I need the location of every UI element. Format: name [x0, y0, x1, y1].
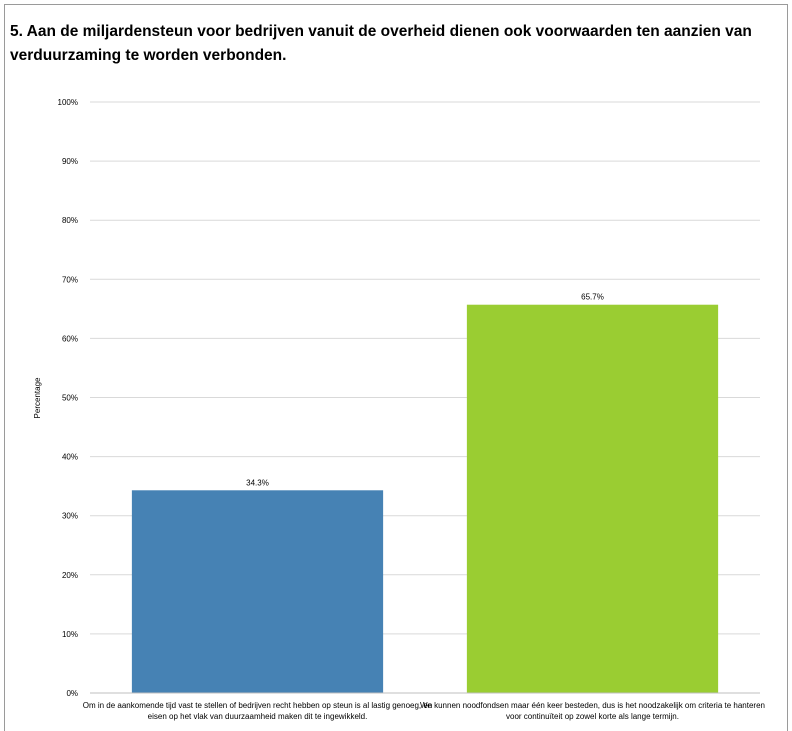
bars: [131, 304, 719, 693]
y-tick-label: 30%: [62, 512, 78, 521]
x-tick-label: We kunnen noodfondsen maar één keer best…: [420, 701, 765, 721]
y-tick-label: 0%: [66, 689, 78, 698]
y-tick-label: 20%: [62, 571, 78, 580]
bar: [466, 304, 719, 693]
y-tick-label: 10%: [62, 630, 78, 639]
bar: [131, 490, 384, 693]
y-tick-label: 50%: [62, 394, 78, 403]
y-tick-label: 60%: [62, 334, 78, 343]
y-tick-label: 70%: [62, 275, 78, 284]
y-tick-label: 90%: [62, 157, 78, 166]
x-tick-label: Om in de aankomende tijd vast te stellen…: [82, 701, 433, 721]
data-labels: 34.3% 65.7%: [246, 293, 604, 488]
y-axis-ticks: 0% 10% 20% 30% 40% 50% 60% 70% 80% 90% 100%: [58, 98, 78, 698]
y-tick-label: 100%: [58, 98, 78, 107]
y-tick-label: 80%: [62, 216, 78, 225]
y-tick-label: 40%: [62, 453, 78, 462]
y-axis-label: Percentage: [33, 377, 42, 418]
chart-frame: [4, 4, 788, 731]
chart-title: 5. Aan de miljardensteun voor bedrijven …: [10, 23, 752, 64]
data-label: 34.3%: [246, 478, 269, 487]
data-label: 65.7%: [581, 293, 604, 302]
